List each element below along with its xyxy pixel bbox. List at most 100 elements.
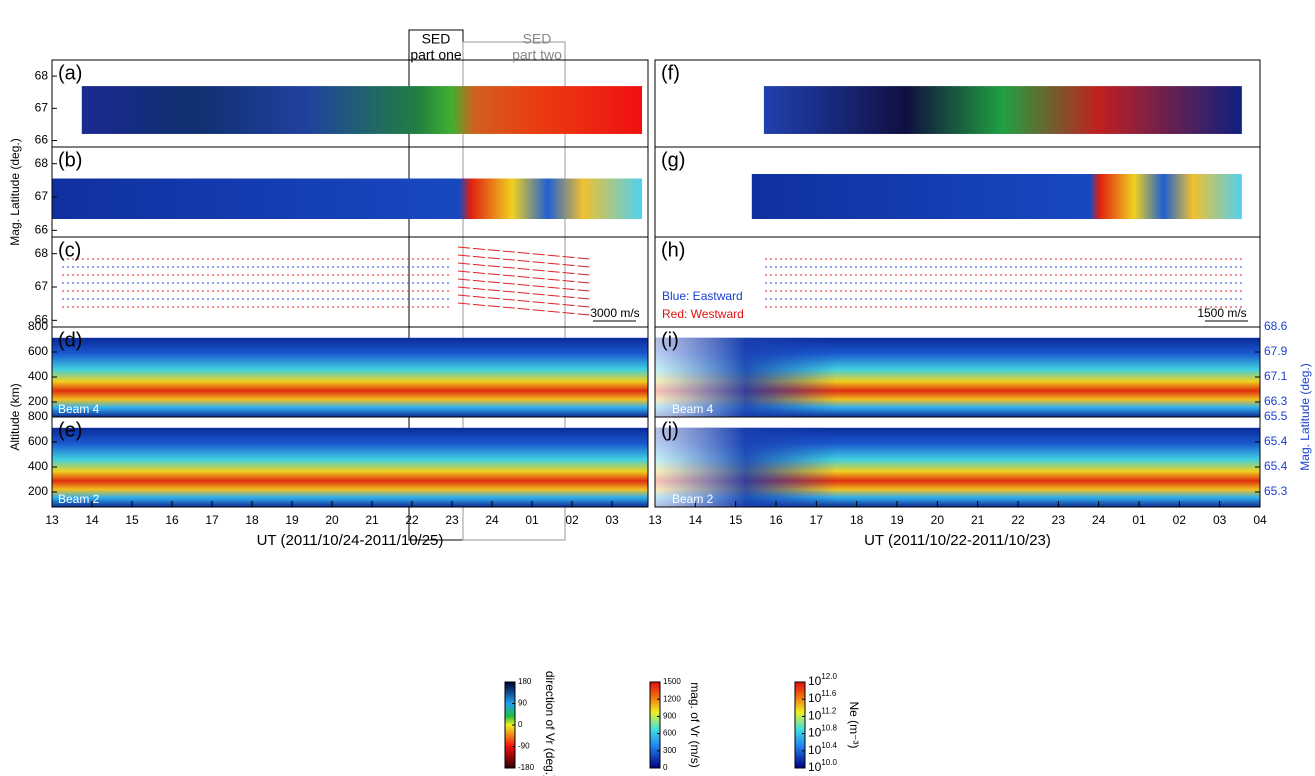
tick-base: 10 — [808, 709, 822, 723]
y2-tick-label: 67.9 — [1264, 344, 1288, 358]
panel-label: (h) — [661, 239, 685, 261]
annotation: SED — [523, 31, 552, 47]
x-tick-label: 24 — [1092, 513, 1106, 527]
x-tick-label: 01 — [525, 513, 539, 527]
panel-frame — [654, 236, 1261, 328]
panel-label: (e) — [58, 419, 82, 441]
colorbar — [649, 681, 661, 769]
x-tick-label: 18 — [245, 513, 259, 527]
x-tick-label: 16 — [769, 513, 783, 527]
x-tick-label: 15 — [125, 513, 139, 527]
annotation: part one — [410, 47, 462, 63]
annotation: Beam 4 — [58, 402, 100, 416]
tick-exponent: 11.6 — [821, 689, 837, 698]
tick-base: 10 — [808, 760, 822, 774]
x-tick-label: 17 — [810, 513, 824, 527]
heatmap-area — [81, 86, 643, 134]
heatmap-area — [52, 427, 648, 507]
heatmap-area — [763, 86, 1242, 134]
y-tick-label: 600 — [28, 434, 48, 448]
vector-row — [457, 278, 591, 292]
panel-label: (i) — [661, 329, 679, 351]
colorbar-label: Ne (m⁻³) — [847, 702, 861, 749]
vector-row — [457, 270, 591, 284]
x-tick-label: 16 — [165, 513, 179, 527]
x-tick-label: 21 — [971, 513, 985, 527]
annotation: Beam 2 — [58, 492, 100, 506]
x-tick-label: 19 — [285, 513, 299, 527]
tick-exponent: 10.4 — [821, 741, 837, 750]
sed-boxes — [408, 29, 566, 541]
colorbar-tick-label: 1011.2 — [808, 707, 837, 723]
panel-frame — [51, 416, 649, 508]
y-tick-label: 68 — [35, 68, 49, 82]
y-tick-label: 66 — [35, 223, 49, 237]
annotation: Beam 2 — [672, 492, 714, 506]
y-tick-label: 67 — [35, 189, 49, 203]
x-tick-label: 17 — [205, 513, 219, 527]
x-axis-label: UT (2011/10/24-2011/10/25) — [257, 532, 444, 549]
y-tick-label: 400 — [28, 459, 48, 473]
x-tick-label: 18 — [850, 513, 864, 527]
x-tick-label: 03 — [1213, 513, 1227, 527]
tick-base: 10 — [808, 674, 822, 688]
panel-label: (a) — [58, 62, 82, 84]
y-tick-label: 200 — [28, 394, 48, 408]
y2-tick-label: 65.4 — [1264, 459, 1288, 473]
x-tick-label: 14 — [689, 513, 703, 527]
x-tick-label: 22 — [1011, 513, 1025, 527]
y2-axis-label: Mag. Latitude (deg.) — [1298, 363, 1312, 470]
y-tick-label: 600 — [28, 344, 48, 358]
panel-label: (c) — [58, 239, 81, 261]
tick-exponent: 10.0 — [821, 758, 837, 767]
x-tick-label: 20 — [325, 513, 339, 527]
panel-label: (d) — [58, 329, 82, 351]
y-tick-label: 67 — [35, 279, 49, 293]
y2-tick-label: 65.5 — [1264, 409, 1288, 423]
annotation: 1500 m/s — [1197, 306, 1246, 320]
panel-frame — [51, 236, 649, 328]
colorbar-tick-label: 1500 — [663, 677, 681, 686]
y-tick-label: 200 — [28, 484, 48, 498]
colorbar-tick-label: 0 — [663, 763, 668, 772]
heatmap-area — [655, 337, 1260, 417]
panel-label: (j) — [661, 419, 679, 441]
heatmap-area — [52, 178, 643, 219]
vector-row — [457, 254, 591, 268]
x-tick-label: 02 — [1173, 513, 1187, 527]
annotation: part two — [512, 47, 562, 63]
x-tick-label: 01 — [1132, 513, 1146, 527]
y-tick-label: 66 — [35, 133, 49, 147]
colorbar-tick-label: 1011.6 — [808, 689, 837, 705]
tick-exponent: 11.2 — [821, 707, 837, 716]
heatmap-area — [751, 174, 1242, 219]
sed-box-two — [462, 41, 566, 541]
x-tick-label: 21 — [365, 513, 379, 527]
heatmap-area — [52, 337, 648, 417]
heatmap-area — [655, 427, 1260, 507]
panel-frame — [654, 416, 1261, 508]
x-tick-label: 15 — [729, 513, 743, 527]
annotation: SED — [422, 31, 451, 47]
y-tick-label: 400 — [28, 369, 48, 383]
x-axis-label: UT (2011/10/22-2011/10/23) — [864, 532, 1051, 549]
annotation: Blue: Eastward — [662, 289, 743, 303]
x-tick-label: 19 — [890, 513, 904, 527]
colorbar-tick-label: 180 — [518, 677, 532, 686]
vector-row — [457, 302, 591, 316]
tick-exponent: 12.0 — [821, 672, 837, 681]
x-tick-label: 13 — [648, 513, 662, 527]
vector-row — [457, 262, 591, 276]
y2-tick-label: 65.4 — [1264, 434, 1288, 448]
x-tick-label: 02 — [565, 513, 579, 527]
vector-row — [457, 294, 591, 308]
colorbar-label: direction of Vr (deg.) — [543, 671, 557, 776]
colorbar-tick-label: 1012.0 — [808, 672, 837, 688]
colorbar-label: mag. of Vr (m/s) — [688, 682, 702, 768]
y-tick-label: 800 — [28, 319, 48, 333]
vector-row — [457, 246, 591, 260]
x-tick-label: 24 — [485, 513, 499, 527]
tick-exponent: 10.8 — [821, 724, 837, 733]
x-tick-label: 13 — [45, 513, 59, 527]
